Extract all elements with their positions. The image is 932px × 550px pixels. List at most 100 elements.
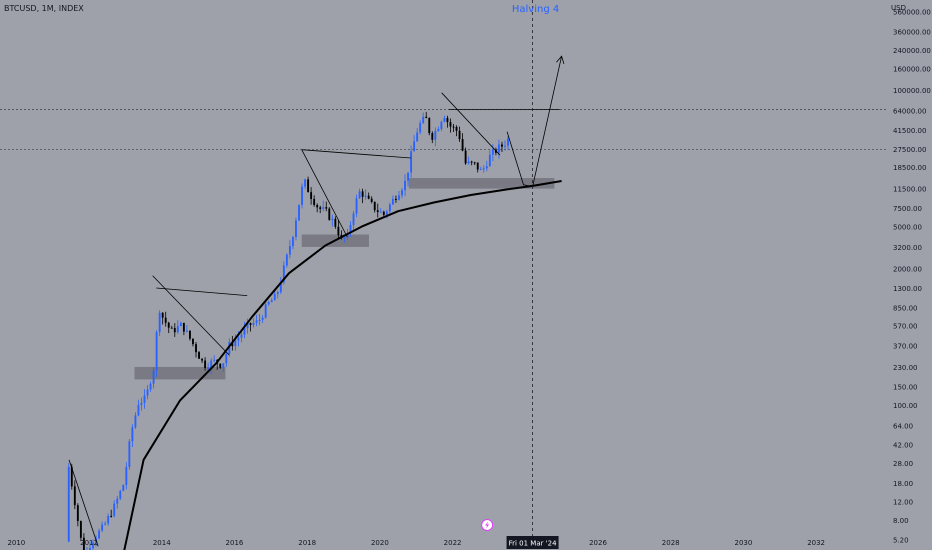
price-tick-label: 12.00 (893, 499, 913, 507)
candle-body (264, 304, 267, 318)
candle-body (104, 523, 107, 525)
candle-body (349, 224, 352, 234)
price-tick-label: 1300.00 (893, 285, 922, 293)
candle-body (134, 415, 137, 428)
candle-body (155, 332, 158, 371)
symbol-label[interactable]: BTCUSD, 1M, INDEX (4, 4, 84, 13)
candle-body (413, 141, 416, 152)
candle-body (307, 179, 310, 193)
candle-body (394, 198, 397, 200)
candle-body (501, 144, 503, 147)
lightning-bolt (485, 521, 490, 529)
candle-body (143, 395, 146, 403)
candle-body (497, 144, 500, 153)
trend-drawings (68, 0, 565, 550)
candle-body (391, 198, 394, 205)
candle-body (282, 265, 285, 283)
candle-body (482, 168, 485, 170)
candle-body (128, 441, 131, 467)
currency-label: USD (891, 4, 906, 12)
time-tick-label: 2022 (444, 539, 462, 547)
candle-body (122, 485, 125, 491)
date-badge (506, 536, 559, 549)
candle-body (288, 246, 291, 255)
candle-body (422, 116, 425, 124)
time-tick-label: 2032 (807, 539, 825, 547)
candle-body (298, 204, 300, 221)
candle-body (328, 208, 331, 220)
candle-body (213, 359, 216, 361)
candle-body (461, 139, 464, 151)
candle-body (331, 218, 334, 220)
candle-body (373, 201, 376, 211)
support-zones (134, 178, 555, 380)
projection-arrow (506, 56, 562, 188)
price-tick-label: 570.00 (893, 323, 918, 331)
price-axis[interactable]: 5.20 8.00 12.00 18.00 28.00 42.00 64.00 100.00 1… (893, 8, 931, 544)
candle-body (449, 122, 452, 127)
candle-body (276, 292, 279, 294)
candles (67, 111, 509, 550)
candle-body (504, 145, 506, 147)
candle-body (398, 195, 400, 200)
candle-body (137, 404, 140, 416)
candle-body (231, 342, 234, 347)
markers: Halving 4 (481, 4, 559, 531)
candle-body (385, 211, 388, 215)
price-tick-label: 850.00 (893, 304, 918, 312)
candle-body (367, 195, 370, 199)
candle-body (252, 322, 255, 325)
candle-body (437, 128, 440, 132)
candle-body (476, 162, 479, 170)
candle-body (343, 237, 346, 239)
candle-body (455, 126, 458, 131)
candle-body (479, 169, 482, 171)
candle-body (279, 282, 282, 293)
trend-line (152, 275, 230, 356)
trend-line (68, 459, 99, 547)
candle-body (370, 198, 373, 202)
candle-body (258, 319, 261, 321)
candle-body (379, 211, 382, 213)
candle-body (189, 330, 191, 339)
candle-body (355, 198, 358, 214)
candle-body (431, 133, 434, 140)
candle-body (434, 131, 437, 140)
candle-body (246, 323, 249, 329)
time-axis[interactable]: 2010 2012 2014 2016 2018 2020 2022 2026 2028 2030… (7, 536, 825, 549)
price-tick-label: 64.00 (893, 422, 913, 430)
candle-body (404, 180, 406, 191)
candle-body (70, 466, 73, 487)
candle-body (192, 338, 194, 345)
candle-body (491, 149, 494, 155)
candle-body (176, 326, 179, 333)
candle-body (295, 220, 297, 237)
price-tick-label: 5.20 (893, 537, 909, 545)
candle-body (210, 360, 213, 368)
trend-line (301, 149, 411, 159)
price-tick-label: 370.00 (893, 342, 918, 350)
date-badge-label: Fri 01 Mar '24 (509, 540, 558, 548)
time-tick-label: 2010 (7, 539, 25, 547)
price-tick-label: 28.00 (893, 460, 913, 468)
candle-body (310, 192, 313, 199)
price-tick-label: 64000.00 (893, 107, 926, 115)
candle-body (285, 254, 288, 266)
candle-body (419, 123, 422, 133)
arrow-head (556, 55, 565, 65)
candle-body (237, 337, 240, 341)
candle-body (261, 317, 264, 320)
candle-body (107, 515, 110, 524)
candle-body (101, 524, 104, 531)
price-tick-label: 7500.00 (893, 205, 922, 213)
candle-body (146, 389, 149, 396)
support-zone (408, 178, 555, 189)
price-tick-label: 18500.00 (893, 164, 926, 172)
candle-body (446, 117, 449, 123)
price-tick-label: 2000.00 (893, 265, 922, 273)
candle-body (73, 486, 76, 506)
candle-body (410, 151, 413, 173)
candle-body (337, 226, 340, 236)
